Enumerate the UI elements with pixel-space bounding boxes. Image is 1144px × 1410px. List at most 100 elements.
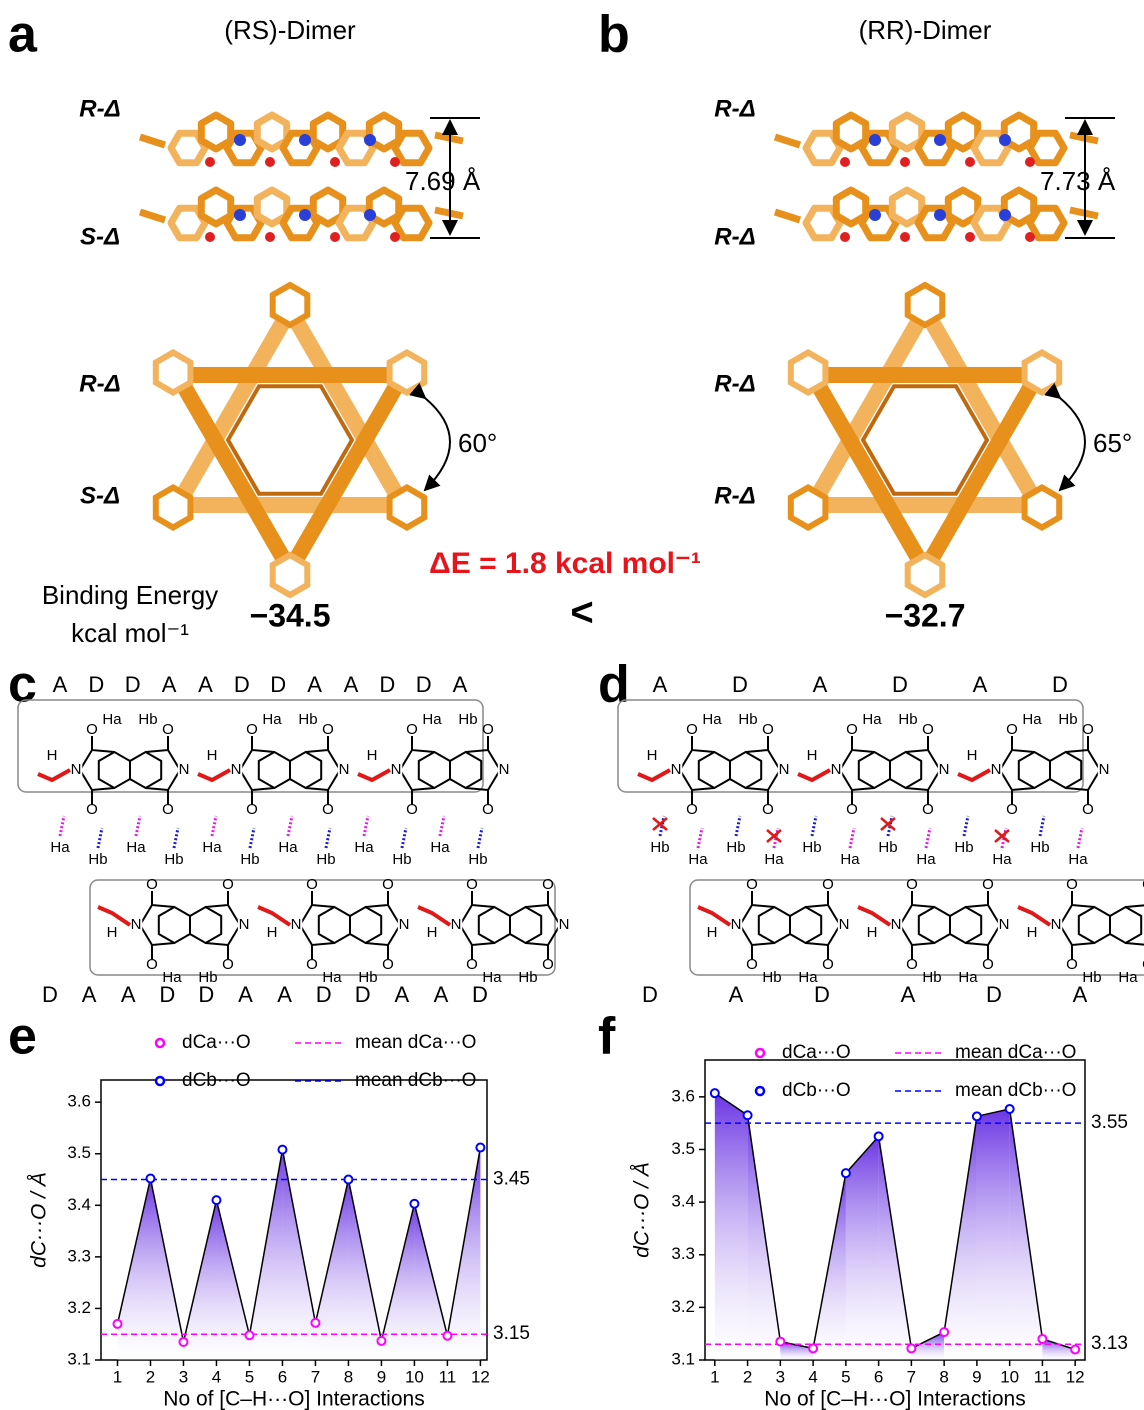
role-label: A (198, 672, 213, 697)
triangle (177, 375, 402, 570)
h-label: Hb (650, 839, 669, 856)
atom-n: N (731, 916, 742, 933)
ring (699, 752, 730, 788)
atom-o: O (246, 721, 258, 738)
atom-h: H (427, 924, 438, 941)
distance: 7.73 Å (1040, 166, 1116, 196)
atom-o: O (982, 876, 994, 893)
ring (290, 752, 321, 788)
point (776, 1338, 784, 1346)
atom-n: N (839, 916, 850, 933)
o-atom (265, 232, 275, 242)
role-label: A (1073, 982, 1088, 1007)
n-atom (934, 209, 946, 221)
ring (156, 488, 191, 528)
ring (1025, 488, 1060, 528)
h-label: Hb (138, 711, 157, 728)
point (1038, 1335, 1046, 1343)
n-atom (364, 134, 376, 146)
atom-o: O (222, 956, 234, 973)
ring (159, 907, 190, 943)
role-label: D (159, 982, 175, 1007)
linker (698, 907, 730, 925)
h-label: Ha (1022, 711, 1042, 728)
x-tick-label: 12 (471, 1367, 490, 1386)
atom-h: H (807, 747, 818, 764)
h-label: Ha (764, 851, 784, 868)
role-label: D (379, 672, 395, 697)
enantiomer-label: R-Δ (714, 95, 755, 122)
legend-marker (756, 1087, 764, 1095)
legend-marker (756, 1049, 764, 1057)
ring (1019, 752, 1050, 788)
role-label: A (277, 982, 292, 1007)
o-atom (840, 157, 850, 167)
o-atom (330, 157, 340, 167)
h-label: Hb (1030, 839, 1049, 856)
ring (419, 752, 450, 788)
n-atom (234, 209, 246, 221)
atom-n: N (559, 916, 570, 933)
n-atom (234, 134, 246, 146)
ring (273, 285, 308, 325)
y-tick-label: 3.4 (671, 1192, 695, 1211)
role-label: D (642, 982, 658, 1007)
atom-o: O (686, 801, 698, 818)
area (715, 1093, 748, 1360)
angle: 65° (1093, 428, 1132, 458)
ring (156, 353, 191, 393)
h-label: Ha (262, 711, 282, 728)
atom-n: N (71, 761, 82, 778)
o-atom (390, 157, 400, 167)
atom-o: O (1082, 721, 1094, 738)
imide (1060, 891, 1094, 959)
angle: 60° (458, 428, 497, 458)
ring (350, 907, 381, 943)
n-atom (299, 134, 311, 146)
hbond (136, 816, 140, 836)
imide (740, 891, 774, 959)
ring (190, 907, 221, 943)
role-label: D (270, 672, 286, 697)
figure: a b c d e f Binding Energy kcal mol⁻¹ < … (0, 0, 1144, 1410)
x-tick-label: 11 (439, 1367, 457, 1386)
hbond (288, 816, 292, 836)
y-tick-label: 3.2 (67, 1298, 91, 1317)
h-label: Hb (898, 711, 917, 728)
h-label: Hb (458, 711, 477, 728)
point (212, 1196, 220, 1204)
linker (358, 770, 390, 780)
h-label: Ha (422, 711, 442, 728)
o-atom (840, 232, 850, 242)
atom-n: N (239, 916, 250, 933)
panel-label: c (8, 656, 37, 714)
x-tick-label: 3 (776, 1367, 785, 1386)
ring (950, 907, 981, 943)
atom-o: O (542, 956, 554, 973)
ring (510, 907, 541, 943)
molecule-side-view (775, 190, 1098, 242)
legend-label: dCb···O (182, 1070, 251, 1091)
atom-o: O (466, 876, 478, 893)
h-label: Ha (126, 839, 146, 856)
imide (80, 736, 114, 804)
h-label: Ha (702, 711, 722, 728)
ring (790, 907, 821, 943)
imide (746, 736, 780, 804)
atom-n: N (671, 761, 682, 778)
role-label: A (238, 982, 253, 1007)
o-atom (205, 232, 215, 242)
atom-n: N (291, 916, 302, 933)
atom-h: H (967, 747, 978, 764)
h-label: Ha (992, 851, 1012, 868)
panel-label: f (598, 1008, 616, 1066)
role-label: D (732, 672, 748, 697)
molecule-side-view (140, 190, 463, 242)
role-label: D (986, 982, 1002, 1007)
point (179, 1338, 187, 1346)
atom-n: N (231, 761, 242, 778)
enantiomer-label: S-Δ (80, 482, 120, 509)
binding-unit: kcal mol⁻¹ (71, 618, 189, 648)
hbond (98, 828, 102, 848)
imide (900, 891, 934, 959)
